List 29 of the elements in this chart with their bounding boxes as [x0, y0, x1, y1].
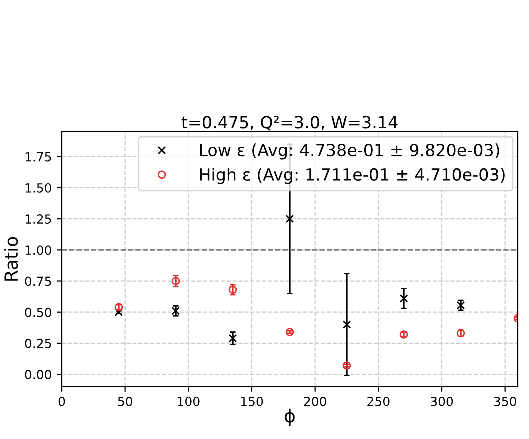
x-tick-label: 150 — [241, 396, 264, 406]
x-tick-label: 300 — [431, 396, 454, 406]
y-tick-label: 0.00 — [25, 370, 52, 380]
y-axis-title: Ratio — [4, 237, 18, 281]
x-tick-label: 100 — [178, 396, 200, 406]
y-tick-label: 1.50 — [26, 183, 52, 193]
point — [342, 320, 352, 329]
x-axis-title: ϕ — [285, 408, 295, 426]
x-tick-label: 350 — [494, 396, 516, 406]
point — [172, 277, 180, 286]
y-tick-label: 1.00 — [26, 246, 52, 256]
point — [286, 328, 294, 336]
legend-label: High ε (Avg: 1.711e-01 ± 4.710e-03) — [200, 168, 505, 184]
y-tick-label: 1.75 — [26, 152, 52, 162]
point — [228, 334, 238, 343]
point — [114, 308, 124, 317]
x-tick-label: 200 — [304, 396, 326, 406]
x-tick-label: 250 — [368, 396, 390, 406]
x-tick-label: 50 — [118, 396, 132, 406]
x-tick-label: 0 — [58, 396, 66, 406]
point — [400, 294, 408, 303]
y-tick-label: 0.50 — [25, 308, 52, 318]
y-tick-label: 0.75 — [25, 276, 52, 286]
legend-label: Low ε (Avg: 4.738e-01 ± 9.820e-03) — [200, 144, 500, 160]
point — [342, 362, 352, 370]
y-tick-label: 1.25 — [26, 214, 52, 224]
y-tick-label: 0.25 — [25, 338, 52, 348]
point — [286, 214, 294, 224]
chart-title: t=0.475, Q²=3.0, W=3.14 — [182, 116, 398, 131]
